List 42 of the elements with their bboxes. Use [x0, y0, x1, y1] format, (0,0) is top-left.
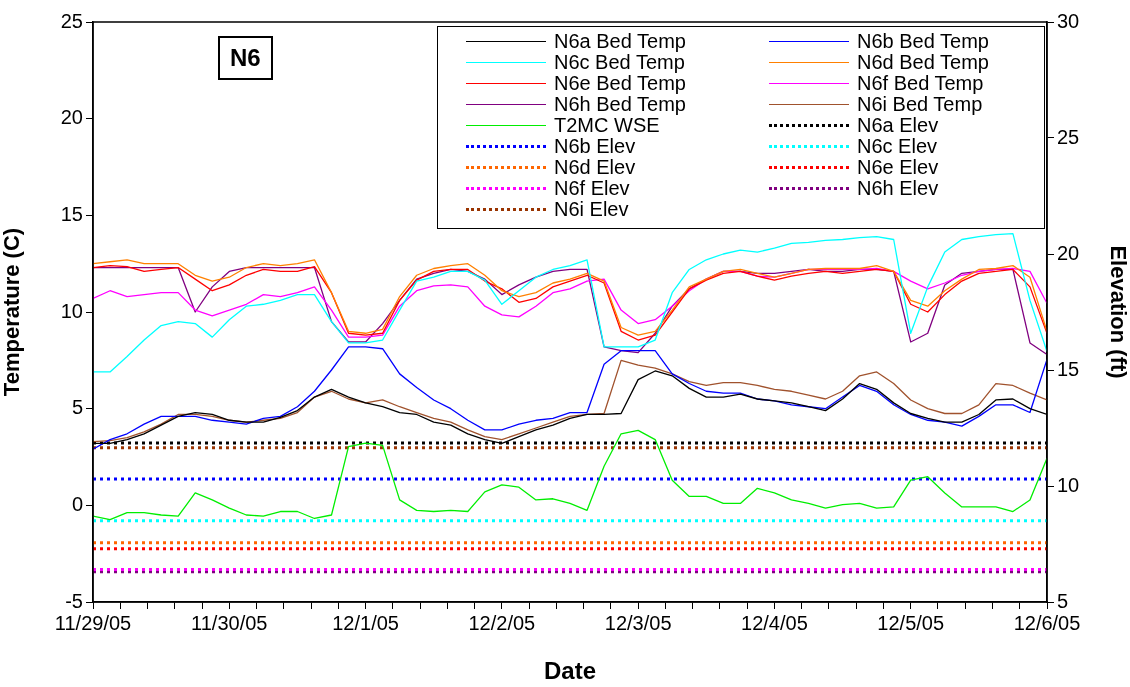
legend-label: N6h Bed Temp: [554, 93, 686, 115]
y-tick-label: 15: [60, 202, 83, 225]
legend-label: N6i Bed Temp: [857, 93, 983, 115]
y2-tick-label: 10: [1057, 473, 1080, 496]
text: N6: [218, 36, 273, 80]
legend-label: N6f Bed Temp: [857, 72, 984, 94]
legend-label: N6b Bed Temp: [857, 30, 989, 52]
y2-tick-label: 30: [1057, 9, 1080, 32]
y-axis-title: Temperature (C): [0, 227, 25, 397]
x-tick-label: 12/3/05: [604, 611, 672, 634]
legend-label: N6h Elev: [857, 177, 939, 199]
legend-label: N6a Elev: [857, 114, 939, 136]
x-axis-title: Date: [543, 657, 597, 685]
y-tick-label: 25: [60, 9, 83, 32]
y2-axis-title: Elevation (ft): [1105, 245, 1130, 379]
x-tick-label: 12/6/05: [1013, 611, 1081, 634]
legend-label: N6e Elev: [857, 156, 939, 178]
x-tick-label: 11/29/05: [54, 611, 132, 634]
x-tick-label: 12/1/05: [332, 611, 399, 634]
y-tick-label: 5: [71, 396, 83, 419]
y-tick-label: 20: [60, 106, 83, 129]
y-tick-label: -5: [65, 589, 83, 612]
legend-label: N6i Elev: [554, 198, 629, 220]
legend-label: N6d Elev: [554, 156, 636, 178]
legend-label: N6e Bed Temp: [554, 72, 686, 94]
legend-label: N6a Bed Temp: [554, 30, 686, 52]
legend-label: N6b Elev: [554, 135, 636, 157]
x-tick-label: 12/4/05: [741, 611, 808, 634]
y-tick-label: 10: [60, 299, 83, 322]
y2-tick-label: 25: [1057, 125, 1080, 148]
x-tick-label: 12/5/05: [877, 611, 945, 634]
y2-tick-label: 15: [1057, 357, 1080, 380]
legend-label: T2MC WSE: [554, 114, 660, 136]
x-tick-label: 11/30/05: [191, 611, 268, 634]
legend-label: N6c Bed Temp: [554, 51, 685, 73]
y2-tick-label: 20: [1057, 241, 1080, 264]
legend-label: N6d Bed Temp: [857, 51, 989, 73]
y2-tick-label: 5: [1057, 589, 1069, 612]
x-tick-label: 12/2/05: [468, 611, 536, 634]
legend-label: N6f Elev: [554, 177, 630, 199]
legend-label: N6c Elev: [857, 135, 938, 157]
y-tick-label: 0: [71, 492, 83, 515]
